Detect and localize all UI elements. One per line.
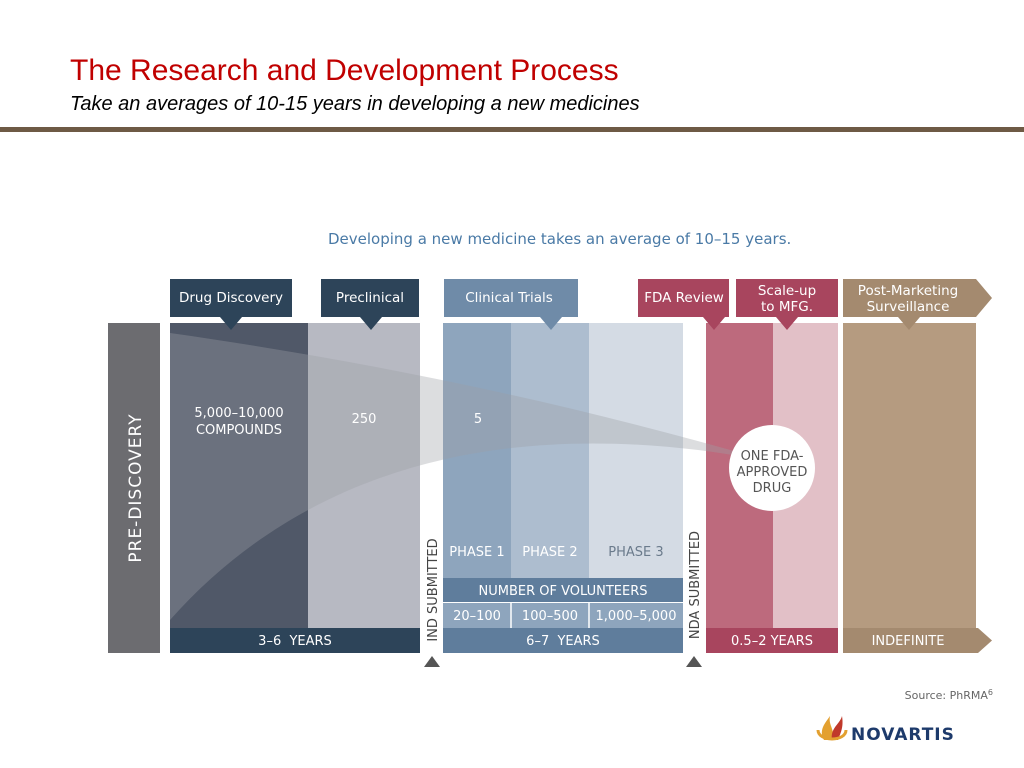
duration-clinical: 6–7 YEARS — [526, 634, 600, 649]
drug-discovery-column — [170, 323, 308, 628]
source-text: Source: PhRMA6 — [905, 688, 993, 702]
compound-funnel-shade — [170, 333, 772, 620]
novartis-flame-icon-2 — [831, 716, 843, 740]
duration-bar-post-marketing — [843, 628, 992, 653]
stage-header-post-marketing: Post-Marketing Surveillance — [843, 279, 992, 330]
nda-submitted-label: NDA SUBMITTED — [688, 531, 703, 639]
approved-line2: APPROVED — [737, 465, 808, 480]
stage-header-preclinical: Preclinical — [321, 279, 419, 330]
duration-post-marketing: INDEFINITE — [872, 634, 945, 649]
slide-title: The Research and Development Process — [70, 54, 619, 87]
phase1-column — [443, 323, 511, 578]
compound-funnel — [170, 333, 772, 620]
clinical-count: 5 — [474, 412, 482, 427]
volunteers-phase1: 20–100 — [453, 609, 501, 624]
preclinical-column — [308, 323, 420, 628]
approved-line3: DRUG — [753, 481, 792, 496]
duration-bar-clinical — [443, 628, 683, 653]
approved-line1: ONE FDA- — [741, 449, 804, 464]
source-superscript: 6 — [988, 688, 993, 697]
phase3-column — [589, 323, 683, 578]
stage-label-clinical-trials: Clinical Trials — [465, 290, 553, 306]
pre-discovery-bar — [108, 323, 160, 653]
title-rule — [0, 127, 1024, 132]
stage-label-scale-up-line2: to MFG. — [761, 299, 813, 315]
duration-bar-review — [706, 628, 838, 653]
stage-header-clinical-trials: Clinical Trials — [444, 279, 578, 330]
stage-label-post-marketing-line2: Surveillance — [867, 299, 950, 315]
stage-label-scale-up-line1: Scale-up — [758, 283, 816, 299]
novartis-hands-icon — [816, 729, 848, 741]
phase3-label: PHASE 3 — [608, 545, 663, 560]
duration-discovery: 3–6 YEARS — [258, 634, 332, 649]
volunteers-row — [443, 603, 683, 628]
stage-label-preclinical: Preclinical — [336, 290, 404, 306]
duration-bar-discovery — [170, 628, 420, 653]
stage-header-fda-review: FDA Review — [638, 279, 729, 330]
ind-submitted-label: IND SUBMITTED — [426, 538, 441, 641]
novartis-logo: NOVARTIS — [816, 716, 955, 745]
stage-label-fda-review: FDA Review — [644, 290, 724, 306]
stage-header-drug-discovery: Drug Discovery — [170, 279, 292, 330]
post-marketing-column — [843, 323, 976, 628]
nda-submitted-marker — [686, 656, 702, 667]
compounds-line1: 5,000–10,000 — [194, 406, 283, 421]
volunteers-header: NUMBER OF VOLUNTEERS — [479, 584, 648, 599]
preclinical-count: 250 — [352, 412, 377, 427]
phase2-column — [511, 323, 589, 578]
stage-header-scale-up: Scale-up to MFG. — [736, 279, 838, 330]
novartis-wordmark: NOVARTIS — [851, 725, 955, 745]
slide-subtitle: Take an averages of 10-15 years in devel… — [70, 93, 640, 115]
phase2-label: PHASE 2 — [522, 545, 577, 560]
stage-label-post-marketing-line1: Post-Marketing — [858, 283, 958, 299]
ind-submitted-marker — [424, 656, 440, 667]
approved-drug-circle — [729, 425, 815, 511]
compounds-line2: COMPOUNDS — [196, 423, 282, 438]
volunteers-phase3: 1,000–5,000 — [596, 609, 677, 624]
stage-label-drug-discovery: Drug Discovery — [179, 290, 283, 306]
volunteers-phase2: 100–500 — [522, 609, 578, 624]
duration-review: 0.5–2 YEARS — [731, 634, 813, 649]
source-label: Source: PhRMA — [905, 689, 989, 702]
phase1-label: PHASE 1 — [449, 545, 504, 560]
diagram-caption: Developing a new medicine takes an avera… — [328, 230, 791, 248]
novartis-flame-icon — [821, 716, 834, 740]
pre-discovery-label: PRE-DISCOVERY — [126, 413, 146, 562]
volunteers-header-bar — [443, 578, 683, 602]
